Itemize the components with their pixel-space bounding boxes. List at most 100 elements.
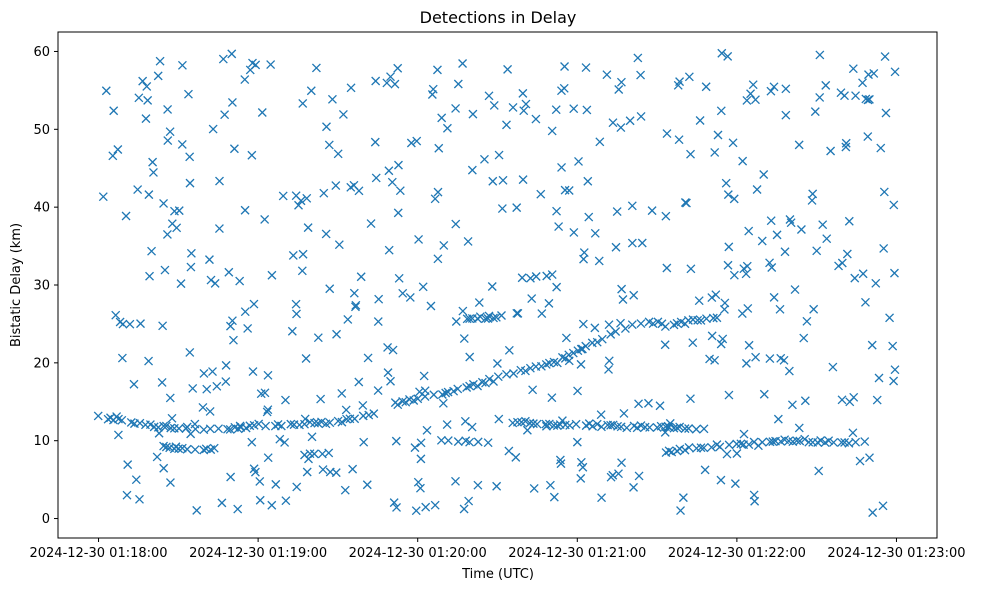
x-tick-label: 2024-12-30 01:20:00 <box>349 546 487 561</box>
clutter-point <box>136 319 145 329</box>
track-point <box>337 417 347 427</box>
clutter-point <box>302 467 312 477</box>
clutter-point <box>383 368 393 378</box>
track-point <box>701 314 711 324</box>
track-point <box>661 422 671 432</box>
clutter-point <box>145 271 154 281</box>
clutter-point <box>319 188 329 198</box>
clutter-point <box>202 384 212 394</box>
clutter-point <box>741 358 751 368</box>
clutter-point <box>561 333 571 343</box>
clutter-point <box>529 483 539 493</box>
clutter-point <box>278 191 288 201</box>
clutter-point <box>504 446 514 456</box>
clutter-point <box>800 396 810 406</box>
clutter-point <box>528 385 538 395</box>
clutter-point <box>861 94 871 104</box>
clutter-point <box>724 242 734 252</box>
clutter-point <box>479 154 489 164</box>
clutter-point <box>248 367 258 376</box>
track-point <box>696 315 706 325</box>
clutter-point <box>619 409 629 418</box>
clutter-point <box>512 203 522 213</box>
clutter-point <box>167 413 177 423</box>
clutter-point <box>889 200 899 210</box>
clutter-point <box>625 116 635 126</box>
clutter-point <box>263 405 273 415</box>
track-point <box>225 425 235 434</box>
clutter-point <box>467 165 477 175</box>
track-point <box>190 445 200 455</box>
track-point <box>768 437 778 447</box>
clutter-point <box>451 219 461 229</box>
clutter-point <box>814 466 824 476</box>
clutter-point <box>678 493 688 503</box>
clutter-point <box>724 390 734 400</box>
track-point <box>441 388 451 398</box>
clutter-point <box>606 472 616 482</box>
clutter-point <box>742 95 752 105</box>
y-tick-label: 0 <box>42 512 50 527</box>
clutter-point <box>229 144 239 154</box>
clutter-point <box>865 453 874 463</box>
clutter-point <box>204 255 214 265</box>
y-tick-label: 20 <box>33 356 50 371</box>
track-point <box>181 424 191 433</box>
clutter-point <box>723 51 733 61</box>
track-point <box>693 315 703 325</box>
clutter-point <box>123 460 133 470</box>
track-point <box>398 397 408 406</box>
clutter-point <box>267 500 277 510</box>
clutter-point <box>208 367 217 376</box>
track-point <box>795 436 805 446</box>
clutter-point <box>260 388 270 398</box>
clutter-point <box>556 459 566 469</box>
clutter-point <box>302 193 312 203</box>
clutter-point <box>348 464 358 474</box>
clutter-point <box>468 109 478 119</box>
clutter-point <box>576 473 586 483</box>
track-point <box>645 422 655 432</box>
clutter-point <box>721 178 731 188</box>
clutter-point <box>694 296 704 306</box>
clutter-point <box>766 216 776 226</box>
clutter-point <box>757 236 767 246</box>
track-point <box>800 434 810 444</box>
clutter-point <box>224 267 234 277</box>
clutter-point <box>629 290 639 300</box>
clutter-point <box>799 333 809 343</box>
clutter-point <box>604 364 613 374</box>
clutter-point <box>518 175 528 185</box>
clutter-point <box>684 72 694 82</box>
clutter-point <box>662 129 672 138</box>
track-point <box>691 424 701 434</box>
track-point <box>214 424 223 434</box>
clutter-point <box>527 294 537 304</box>
clutter-point <box>218 54 228 64</box>
clutter-point <box>411 506 421 516</box>
y-tick-label: 50 <box>33 123 50 138</box>
clutter-point <box>636 111 646 121</box>
clutter-point <box>564 186 574 195</box>
clutter-point <box>765 354 775 363</box>
clutter-point <box>544 298 554 308</box>
clutter-point <box>739 429 749 439</box>
clutter-point <box>845 397 855 407</box>
clutter-point <box>266 60 276 70</box>
clutter-point <box>257 108 267 117</box>
clutter-point <box>604 356 614 366</box>
clutter-point <box>186 248 196 258</box>
track-point <box>159 441 169 451</box>
clutter-point <box>226 321 235 331</box>
track-point <box>851 437 861 447</box>
clutter-point <box>199 368 209 378</box>
clutter-point <box>306 86 316 96</box>
clutter-point <box>572 437 582 447</box>
track-point <box>443 436 453 446</box>
clutter-point <box>422 425 432 435</box>
track-point <box>636 319 646 329</box>
clutter-point <box>785 215 795 224</box>
clutter-point <box>346 83 356 93</box>
clutter-point <box>634 399 643 409</box>
